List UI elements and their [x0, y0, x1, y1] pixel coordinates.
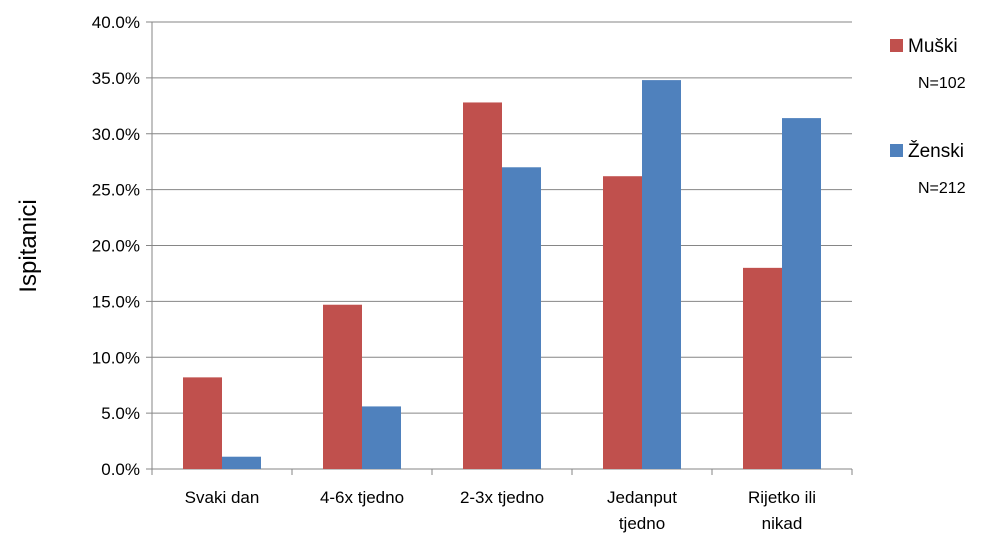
legend-swatch — [890, 144, 903, 157]
x-tick-label-line: 4-6x tjedno — [320, 488, 404, 507]
x-tick-label-line: Rijetko ili — [748, 488, 816, 507]
bar-muski — [323, 304, 362, 469]
y-tick-label: 15.0% — [92, 292, 140, 311]
x-tick-label-line: Svaki dan — [185, 488, 260, 507]
x-tick-label-line: 2-3x tjedno — [460, 488, 544, 507]
x-tick-label: Svaki dan — [185, 488, 260, 507]
bar-zenski — [782, 118, 821, 469]
x-tick-label: Jedanput tjedno — [607, 488, 677, 533]
bar-zenski — [222, 456, 261, 469]
legend-label: Ženski — [908, 140, 964, 162]
y-tick-label: 40.0% — [92, 13, 140, 32]
bar-muski — [603, 176, 642, 469]
bar-muski — [183, 377, 222, 469]
y-tick-label: 5.0% — [101, 404, 140, 423]
bar-muski — [463, 102, 502, 470]
legend-n-label: N=102 — [918, 75, 966, 92]
x-tick-label: 2-3x tjedno — [460, 488, 544, 507]
y-tick-label: 35.0% — [92, 69, 140, 88]
x-tick-label: 4-6x tjedno — [320, 488, 404, 507]
bar-zenski — [642, 80, 681, 470]
y-tick-label: 20.0% — [92, 237, 140, 256]
legend-label: Muški — [908, 36, 958, 57]
y-tick-label: 0.0% — [101, 460, 140, 479]
x-tick-label-line: tjedno — [619, 514, 665, 533]
x-tick-label-line: nikad — [762, 514, 803, 533]
y-tick-label: 10.0% — [92, 348, 140, 367]
y-tick-label: 25.0% — [92, 181, 140, 200]
bar-zenski — [502, 167, 541, 469]
legend-n-label: N=212 — [918, 180, 966, 197]
bar-muski — [743, 267, 782, 469]
legend-swatch — [890, 39, 903, 52]
y-axis-title: Ispitanici — [15, 199, 42, 292]
x-tick-label-line: Jedanput — [607, 488, 677, 507]
x-tick-label: Rijetko ili nikad — [748, 488, 816, 533]
y-tick-label: 30.0% — [92, 125, 140, 144]
bar-zenski — [362, 406, 401, 469]
